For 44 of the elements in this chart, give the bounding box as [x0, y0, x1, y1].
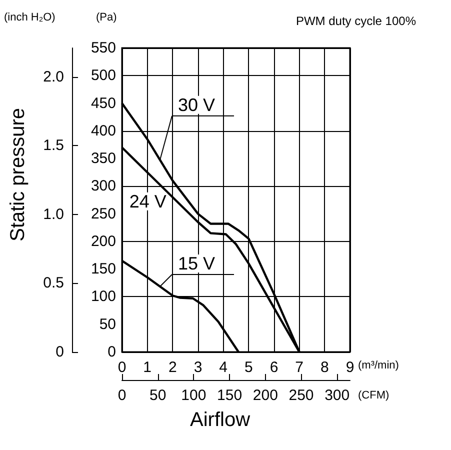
- x-tick-label: 0: [118, 359, 126, 376]
- x2-tick-label: 100: [181, 387, 206, 404]
- y2-tick-label: 1.5: [43, 137, 64, 154]
- x-tick-label: 4: [219, 359, 228, 376]
- x2-tick-label: 150: [217, 387, 242, 404]
- y-tick-label: 100: [90, 288, 116, 306]
- x-axis-title: (m³/min): [358, 360, 399, 372]
- x2-tick-label: 0: [118, 387, 126, 404]
- y-tick-label: 300: [90, 178, 116, 195]
- x-tick-label: 2: [168, 359, 177, 376]
- y-tick-label: 550: [90, 40, 116, 56]
- y2-axis-title: (inch H₂O): [4, 12, 56, 24]
- x-tick-label: 6: [270, 359, 278, 376]
- x-tick-label: 1: [143, 359, 152, 376]
- text: 30 V: [178, 94, 216, 115]
- x-tick-label: 3: [194, 359, 202, 376]
- series-label: 15 V: [178, 254, 216, 274]
- x2-tick-label: 250: [288, 387, 314, 404]
- y-tick-label: 250: [90, 205, 116, 222]
- text: Airflow: [190, 409, 251, 431]
- y2-tick-label: 0: [56, 344, 64, 360]
- x2-axis-title: (CFM): [358, 390, 390, 402]
- x-tick-label: 8: [320, 359, 329, 376]
- y2-tick-label: 2.0: [43, 68, 64, 86]
- x2-tick-label: 50: [150, 387, 166, 404]
- y-tick-label: 500: [90, 67, 116, 84]
- y2-tick-label: 0.5: [43, 274, 64, 292]
- y-tick-label: 450: [90, 94, 116, 112]
- x2-tick-label: 300: [324, 387, 350, 404]
- y-tick-label: 0: [108, 344, 116, 360]
- chart-title: PWM duty cycle 100%: [296, 14, 416, 28]
- y-axis-title: (Pa): [96, 12, 117, 24]
- y-tick-label: 400: [90, 122, 116, 140]
- x-tick-label: 9: [346, 359, 354, 376]
- series-label: 24 V: [129, 191, 166, 212]
- y-tick-label: 200: [90, 232, 116, 250]
- y2-tick-label: 1.0: [43, 206, 64, 223]
- y-tick-label: 50: [99, 316, 116, 333]
- x-tick-label: 7: [295, 359, 304, 376]
- text: Static pressure: [7, 108, 29, 242]
- y-tick-label: 150: [90, 260, 116, 278]
- y-tick-label: 350: [90, 150, 116, 168]
- x2-tick-label: 200: [252, 387, 278, 404]
- x-tick-label: 5: [244, 359, 253, 376]
